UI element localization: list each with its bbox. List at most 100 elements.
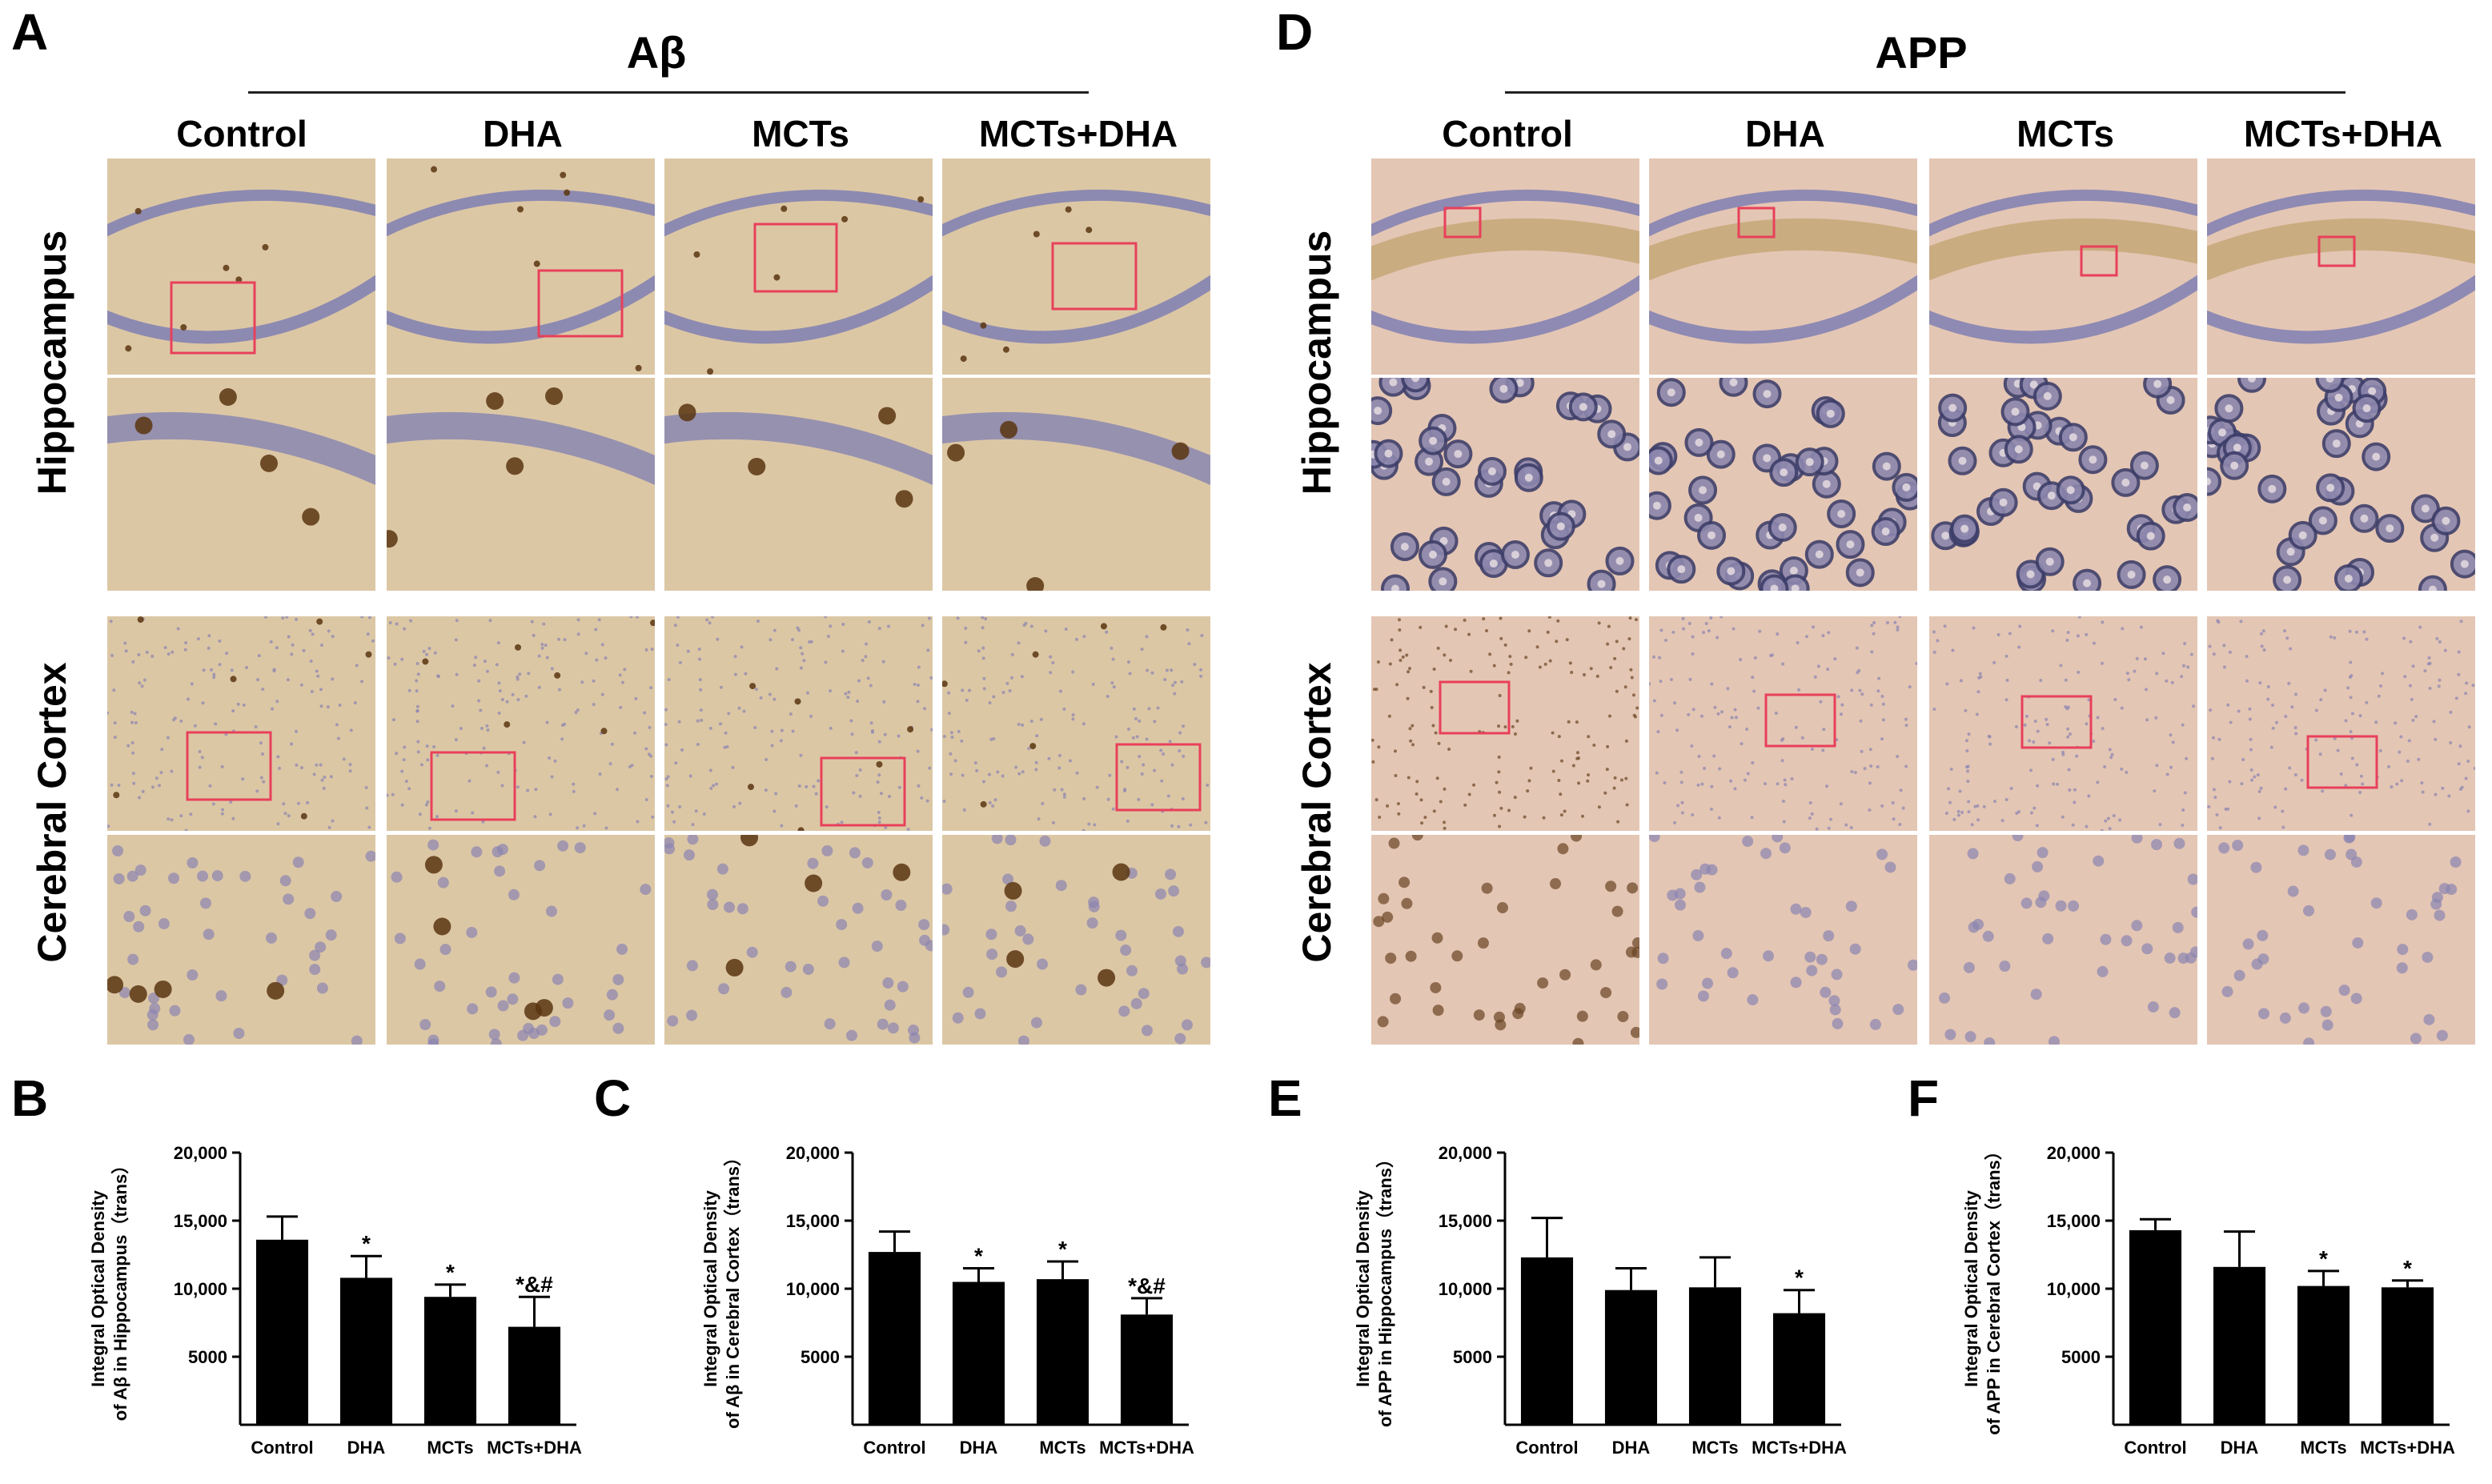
panel-label-f: F: [1908, 1069, 1940, 1127]
y-tick-label: 5000: [1453, 1347, 1492, 1367]
x-tick-label: Control: [251, 1438, 313, 1458]
panel-label-e: E: [1268, 1069, 1302, 1127]
panel-label-a: A: [11, 3, 49, 61]
y-tick-label: 15,000: [2047, 1211, 2101, 1231]
x-tick-label: DHA: [1612, 1438, 1651, 1458]
micrograph-abeta-hippocampus-high-mctsdha: [942, 378, 1210, 591]
col-label-control-a: Control: [176, 113, 307, 154]
bar: [2381, 1287, 2434, 1425]
micrograph-abeta-cortex-high-control: [107, 835, 375, 1045]
bar: [2129, 1229, 2182, 1425]
micrograph-abeta-cortex-high-dha: [387, 835, 655, 1045]
row-label-cortex-d: Cerebral Cortex: [1294, 662, 1339, 963]
significance-label: *: [2319, 1246, 2328, 1271]
micrograph-app-cortex-high-mctsdha: [2207, 835, 2475, 1045]
bar: [952, 1281, 1005, 1425]
abeta-title: Aβ: [626, 27, 687, 78]
y-tick-label: 5000: [188, 1347, 227, 1367]
micrograph-app-cortex-low-dha: [1649, 616, 1917, 831]
micrograph-abeta-cortex-low-control: [107, 616, 375, 831]
y-tick-label: 10,000: [174, 1279, 227, 1299]
micrograph-app-cortex-high-control: [1371, 835, 1639, 1045]
micrograph-app-cortex-low-mcts: [1929, 616, 2197, 831]
micrograph-abeta-cortex-high-mctsdha: [942, 835, 1210, 1045]
y-tick-label: 15,000: [1439, 1211, 1492, 1231]
x-tick-label: DHA: [347, 1438, 386, 1458]
bar: [2297, 1285, 2350, 1425]
chart-b-abeta-hippocampus: Integral Optical Density of Aβ in Hippoca…: [88, 1143, 582, 1458]
x-tick-label: MCTs+DHA: [487, 1438, 582, 1458]
x-tick-label: MCTs: [427, 1438, 473, 1458]
bar: [255, 1239, 309, 1425]
y-tick-label: 15,000: [786, 1211, 840, 1231]
x-tick-label: MCTs+DHA: [1752, 1438, 1847, 1458]
y-axis-label: Integral Optical Density: [88, 1189, 108, 1386]
x-tick-label: MCTs: [2300, 1438, 2346, 1458]
row-label-hippocampus-d: Hippocampus: [1294, 230, 1339, 495]
y-tick-label: 10,000: [786, 1279, 840, 1299]
significance-label: *: [1795, 1265, 1804, 1290]
col-label-control-d: Control: [1442, 113, 1573, 154]
significance-label: *&#: [1128, 1273, 1166, 1298]
micrograph-abeta-hippocampus-low-control: [107, 158, 375, 375]
micrograph-app-cortex-low-control: [1371, 616, 1639, 831]
bar: [868, 1252, 921, 1425]
y-axis-label: Integral Optical Density: [700, 1189, 720, 1386]
app-title-rule: [1505, 91, 2346, 94]
col-label-dha-d: DHA: [1745, 113, 1825, 154]
micrograph-app-hippocampus-high-control: [1371, 378, 1639, 591]
x-tick-label: DHA: [2221, 1438, 2259, 1458]
bar: [1688, 1287, 1742, 1425]
y-tick-label: 5000: [801, 1347, 840, 1367]
y-axis-label: of APP in Cerebral Cortex（trans）: [1984, 1142, 2004, 1435]
bar: [508, 1326, 561, 1425]
significance-label: *: [2403, 1256, 2412, 1281]
y-axis-label: of Aβ in Cerebral Cortex（trans）: [723, 1149, 743, 1429]
micrograph-abeta-hippocampus-low-mcts: [664, 158, 933, 375]
bar: [1120, 1314, 1174, 1425]
micrograph-abeta-hippocampus-high-mcts: [664, 378, 933, 591]
y-tick-label: 20,000: [786, 1143, 840, 1163]
micrograph-abeta-cortex-low-mcts: [664, 616, 933, 831]
micrograph-abeta-hippocampus-low-mctsdha: [942, 158, 1210, 375]
panel-label-c: C: [594, 1069, 632, 1127]
micrograph-app-hippocampus-low-dha: [1649, 158, 1917, 375]
panel-label-b: B: [11, 1069, 49, 1127]
col-label-mctsdha-d: MCTs+DHA: [2243, 113, 2443, 154]
micrograph-abeta-cortex-high-mcts: [664, 835, 933, 1045]
significance-label: *: [1058, 1237, 1067, 1261]
bar: [339, 1277, 393, 1425]
abeta-title-rule: [248, 91, 1089, 94]
y-tick-label: 15,000: [174, 1211, 227, 1231]
y-axis-label: of Aβ in Hippocampus（trans）: [110, 1157, 130, 1421]
micrograph-abeta-hippocampus-high-dha: [387, 378, 655, 591]
y-axis-label: of APP in Hippocampus（trans）: [1375, 1150, 1395, 1427]
micrograph-app-hippocampus-low-mcts: [1929, 158, 2197, 375]
y-tick-label: 10,000: [1439, 1279, 1492, 1299]
y-tick-label: 20,000: [174, 1143, 227, 1163]
col-label-dha-a: DHA: [483, 113, 563, 154]
x-tick-label: Control: [863, 1438, 925, 1458]
micrograph-app-cortex-high-dha: [1649, 835, 1917, 1045]
bar: [423, 1297, 477, 1425]
col-label-mcts-a: MCTs: [752, 113, 849, 154]
app-title: APP: [1875, 27, 1968, 78]
micrograph-app-hippocampus-high-mctsdha: [2207, 378, 2475, 591]
x-tick-label: MCTs: [1691, 1438, 1738, 1458]
micrograph-abeta-hippocampus-high-control: [107, 378, 375, 591]
y-tick-label: 20,000: [1439, 1143, 1492, 1163]
micrograph-abeta-cortex-low-dha: [387, 616, 655, 831]
significance-label: *&#: [516, 1272, 553, 1297]
row-label-cortex-a: Cerebral Cortex: [30, 662, 74, 963]
micrograph-app-hippocampus-high-mcts: [1929, 378, 2197, 591]
micrograph-app-hippocampus-low-mctsdha: [2207, 158, 2475, 375]
micrograph-abeta-cortex-low-mctsdha: [942, 616, 1210, 831]
significance-label: *: [446, 1260, 455, 1285]
chart-c-abeta-cortex: Integral Optical Density of Aβ in Cerebra…: [700, 1143, 1194, 1458]
x-tick-label: MCTs+DHA: [2360, 1438, 2455, 1458]
significance-label: *: [362, 1231, 371, 1256]
y-tick-label: 5000: [2061, 1347, 2101, 1367]
bar: [1604, 1289, 1658, 1425]
x-tick-label: Control: [1515, 1438, 1578, 1458]
x-tick-label: Control: [2124, 1438, 2186, 1458]
